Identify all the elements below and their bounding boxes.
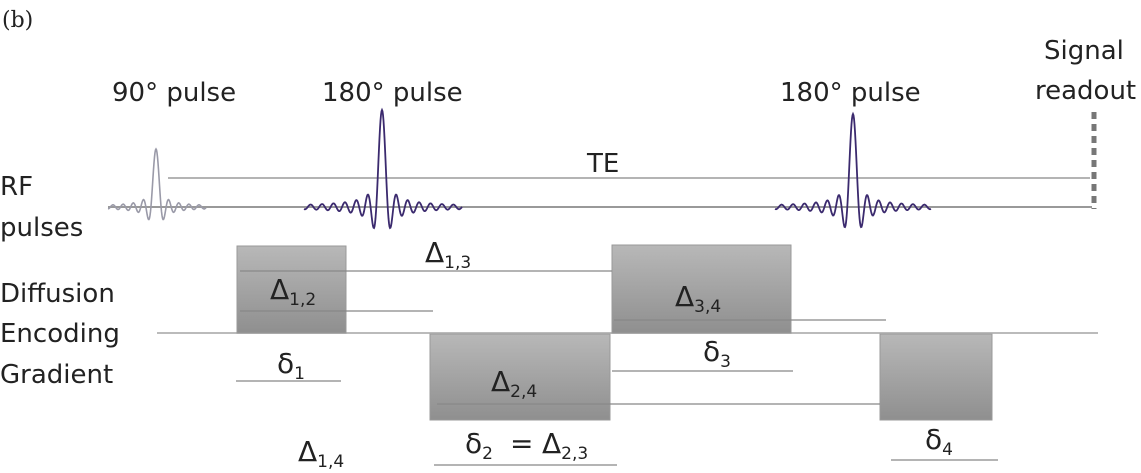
- readout-label: readout: [1035, 76, 1136, 106]
- rf-label: RF: [0, 172, 33, 202]
- gradient-lobe-2: [429, 333, 611, 421]
- gradient-lobe-1: [236, 245, 347, 334]
- equals-sign: =: [510, 427, 533, 460]
- delta-2-3-label: Δ2,3: [542, 427, 588, 464]
- small-delta-1-label: δ1: [277, 347, 305, 384]
- te-label: TE: [586, 149, 619, 179]
- gradient-lobe-4: [879, 333, 993, 421]
- pulse-180-second-label: 180° pulse: [780, 78, 921, 108]
- rf-pulse-180-first: [303, 107, 463, 230]
- small-delta-3-label: δ3: [703, 335, 731, 372]
- pulses-label: pulses: [0, 213, 83, 243]
- signal-label: Signal: [1044, 36, 1124, 66]
- rf-pulse-180-second: [774, 111, 932, 229]
- small-delta-2-label: δ2: [465, 427, 493, 464]
- pulse-180-first-label: 180° pulse: [322, 78, 463, 108]
- small-delta-4-label: δ4: [925, 423, 953, 460]
- encoding-label: Encoding: [0, 319, 120, 349]
- delta-1-4-label: Δ1,4: [298, 435, 344, 472]
- gradient-lobe-3: [611, 244, 792, 334]
- delta-1-2-label: Δ1,2: [270, 273, 316, 310]
- diffusion-label: Diffusion: [0, 279, 115, 309]
- rf-pulse-90: [107, 147, 207, 221]
- delta-3-4-label: Δ3,4: [675, 280, 721, 317]
- panel-label: (b): [2, 8, 33, 33]
- gradient-label: Gradient: [0, 360, 113, 390]
- pulse-90-label: 90° pulse: [112, 78, 236, 108]
- delta-1-3-label: Δ1,3: [425, 236, 471, 273]
- delta-2-4-label: Δ2,4: [491, 365, 537, 402]
